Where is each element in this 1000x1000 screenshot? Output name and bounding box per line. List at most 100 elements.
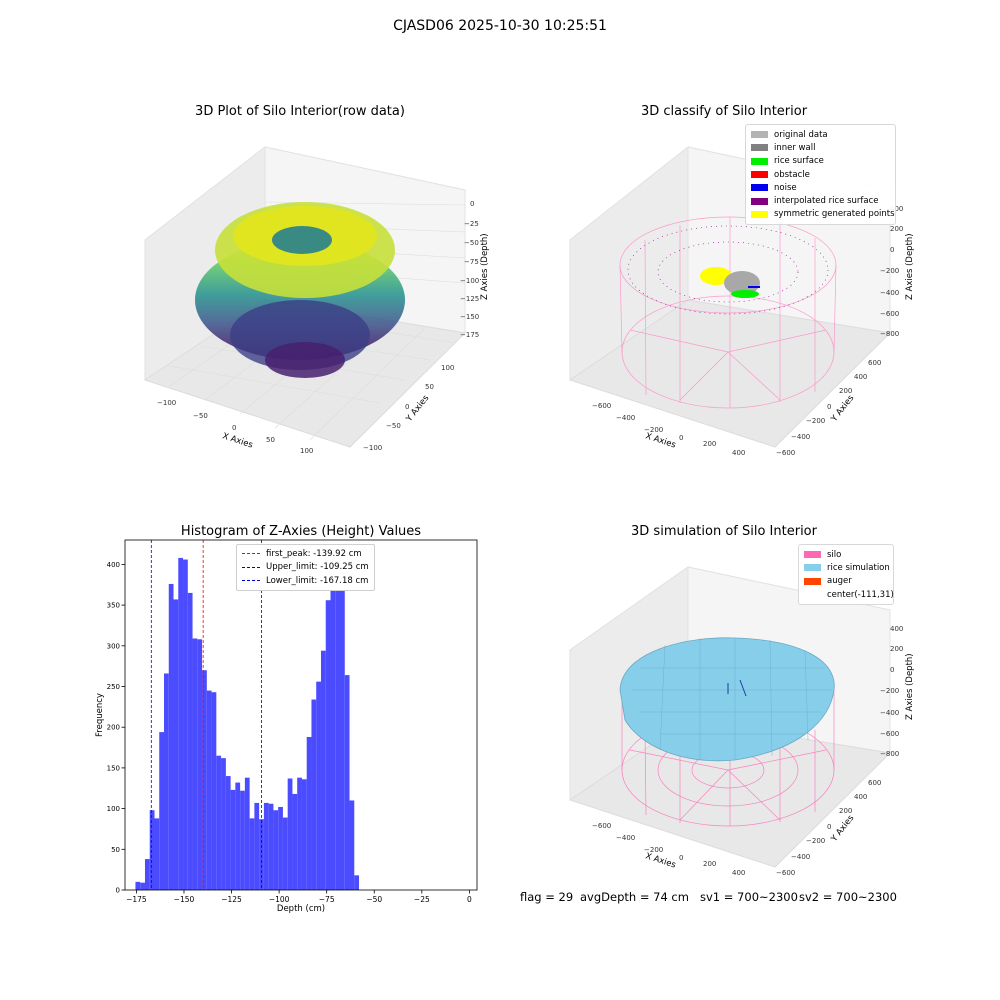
- status-flag: flag = 29: [520, 890, 574, 904]
- histogram-bar: [144, 859, 150, 890]
- svg-text:0: 0: [405, 403, 409, 411]
- svg-text:100: 100: [441, 364, 454, 372]
- svg-text:−400: −400: [880, 289, 899, 297]
- simulation-rice-surface: [619, 637, 835, 762]
- histogram-bar: [340, 577, 345, 890]
- simulation-y-ticks: 600 400 200 0 −200 −400 −600: [776, 779, 881, 877]
- legend-item: interpolated rice surface: [751, 194, 890, 207]
- legend-swatch: [751, 144, 768, 152]
- histogram-bar: [344, 675, 350, 890]
- raw-plot-title: 3D Plot of Silo Interior(row data): [195, 104, 405, 119]
- simulation-x-ticks: −600 −400 −200 0 200 400: [592, 822, 745, 877]
- histogram-bars: [135, 557, 360, 890]
- histogram-bar: [178, 557, 184, 890]
- legend-line: [242, 580, 260, 582]
- histogram-bar: [211, 692, 217, 890]
- classify-legend: original data inner wall rice surface ob…: [745, 124, 896, 226]
- classify-silo-wireframe: [619, 216, 837, 409]
- simulation-3d-plot: −600 −400 −200 0 200 400 600 400 200 0 −…: [568, 566, 915, 877]
- y-tick-label: 100: [107, 805, 120, 813]
- legend-swatch: [804, 551, 821, 559]
- classify-points: [627, 225, 829, 315]
- histogram-bar: [183, 559, 188, 890]
- simulation-x-axis-label: X Axies: [644, 851, 677, 870]
- histogram-bar: [349, 800, 355, 890]
- histogram-bar: [292, 793, 298, 890]
- y-tick-label: 0: [116, 887, 120, 895]
- svg-text:−600: −600: [880, 730, 899, 738]
- y-tick-label: 150: [107, 764, 120, 772]
- legend-swatch: [751, 184, 768, 192]
- legend-label: first_peak: -139.92 cm: [266, 548, 362, 559]
- legend-label: auger: [827, 576, 852, 587]
- histogram-bar: [325, 600, 331, 890]
- legend-item: center(-111,31): [804, 588, 894, 601]
- x-tick-label: 0: [467, 895, 472, 904]
- x-tick-label: −175: [126, 895, 147, 904]
- svg-text:0: 0: [232, 424, 236, 432]
- simulation-legend: silo rice simulation auger center(-111,3…: [798, 544, 894, 606]
- svg-text:0: 0: [679, 854, 683, 862]
- raw-3d-plot: −100 −50 0 50 100 100 50 0 −50 −100 0 −2…: [143, 145, 490, 455]
- svg-text:−400: −400: [616, 834, 635, 842]
- legend-swatch: [751, 171, 768, 179]
- histogram-bar: [149, 810, 155, 890]
- histogram-bar: [287, 778, 293, 890]
- legend-label: original data: [774, 129, 828, 140]
- legend-item: original data: [751, 128, 890, 141]
- histogram-y-axis-label: Frequency: [95, 693, 105, 737]
- svg-text:0: 0: [827, 403, 831, 411]
- status-sv2: sv2 = 700~2300: [799, 890, 897, 904]
- legend-label: obstacle: [774, 169, 810, 180]
- histogram-bar: [135, 881, 141, 890]
- histogram-bar: [335, 570, 341, 890]
- histogram-bar: [187, 592, 193, 890]
- legend-item: first_peak: -139.92 cm: [242, 547, 369, 561]
- svg-text:200: 200: [703, 440, 716, 448]
- classify-y-ticks: 600 400 200 0 −200 −400 −600: [776, 359, 881, 457]
- histogram-bar: [282, 817, 288, 890]
- legend-item: noise: [751, 181, 890, 194]
- raw-x-axis-label: X Axies: [221, 431, 254, 450]
- legend-swatch: [751, 210, 768, 218]
- classify-z-ticks: 400 200 0 −200 −400 −600 −800: [880, 205, 903, 338]
- svg-text:−600: −600: [776, 869, 795, 877]
- histogram-bar: [254, 802, 260, 890]
- svg-text:−100: −100: [460, 277, 479, 285]
- x-tick-label: −75: [319, 895, 335, 904]
- histogram-bar: [154, 818, 160, 890]
- svg-text:−50: −50: [193, 412, 208, 420]
- svg-text:400: 400: [732, 449, 745, 457]
- svg-text:−600: −600: [592, 402, 611, 410]
- svg-text:0: 0: [890, 246, 894, 254]
- legend-item: rice surface: [751, 155, 890, 168]
- svg-text:−800: −800: [880, 750, 899, 758]
- svg-text:−200: −200: [806, 837, 825, 845]
- histogram-bar: [278, 806, 283, 890]
- histogram-bar: [311, 699, 317, 890]
- histogram-reference-lines: [150, 540, 262, 890]
- histogram-bar: [164, 673, 169, 890]
- histogram-bar: [259, 819, 264, 890]
- histogram-bar: [159, 732, 165, 890]
- svg-text:−25: −25: [464, 220, 479, 228]
- y-tick-label: 400: [107, 561, 120, 569]
- figure-title: CJASD06 2025-10-30 10:25:51: [393, 18, 607, 34]
- status-avg-depth: avgDepth = 74 cm: [580, 890, 689, 904]
- svg-text:−600: −600: [776, 449, 795, 457]
- y-tick-label: 300: [107, 642, 120, 650]
- svg-text:−100: −100: [363, 444, 382, 452]
- svg-text:50: 50: [266, 436, 275, 444]
- svg-text:400: 400: [854, 373, 867, 381]
- svg-text:0: 0: [679, 434, 683, 442]
- svg-text:200: 200: [839, 807, 852, 815]
- svg-text:−100: −100: [157, 399, 176, 407]
- histogram-bar: [263, 802, 269, 890]
- svg-text:200: 200: [890, 225, 903, 233]
- svg-text:−50: −50: [464, 239, 479, 247]
- legend-label: silo: [827, 549, 842, 560]
- histogram-bar: [249, 818, 255, 890]
- y-tick-label: 50: [111, 846, 120, 854]
- histogram-bar: [320, 650, 326, 890]
- legend-line: [242, 566, 260, 568]
